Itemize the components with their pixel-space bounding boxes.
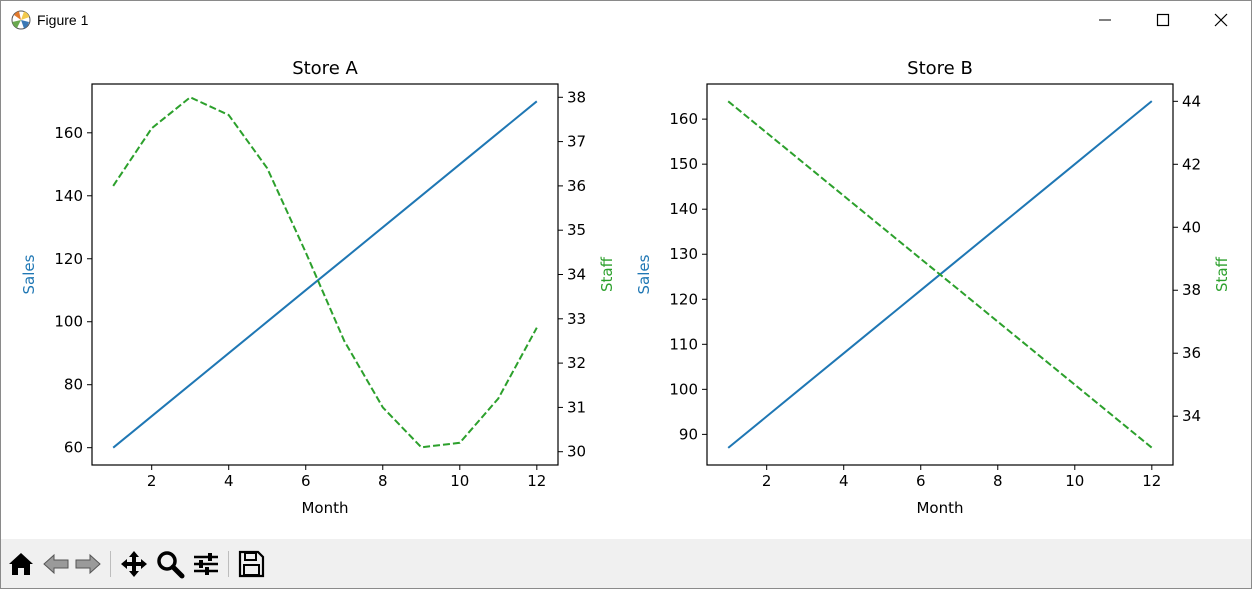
y-tick-label: 90 <box>679 425 698 443</box>
close-icon <box>1214 13 1228 27</box>
y2-axis-label: Staff <box>598 256 616 292</box>
pan-button[interactable] <box>119 549 149 579</box>
staff-series-line <box>727 100 1153 449</box>
x-tick-label: 2 <box>147 472 157 490</box>
y-tick-label: 160 <box>669 110 698 128</box>
configure-subplots-icon <box>194 553 218 575</box>
y2-tick-label: 36 <box>567 177 586 195</box>
y-tick-label: 110 <box>669 335 698 353</box>
y-tick-label: 130 <box>669 245 698 263</box>
x-tick-label: 4 <box>839 472 849 490</box>
y2-tick-label: 38 <box>567 88 586 106</box>
back-button[interactable] <box>41 549 71 579</box>
toolbar-separator <box>110 551 111 577</box>
y-tick-label: 60 <box>64 439 83 457</box>
matplotlib-logo-icon <box>10 9 32 31</box>
home-button[interactable] <box>6 549 36 579</box>
minimize-icon <box>1099 19 1111 21</box>
y2-tick-label: 38 <box>1182 281 1201 299</box>
y-tick-label: 140 <box>54 187 83 205</box>
chart-title: Store B <box>907 58 973 79</box>
x-tick-label: 12 <box>1142 472 1161 490</box>
charts-svg: 2 4 6 8 10 12 60 80 100 120 140 160 30 31 32 33 34 35 36 37… <box>20 58 1231 517</box>
sales-series-line <box>112 100 538 449</box>
y-tick-label: 160 <box>54 124 83 142</box>
subplot-2: 2 4 6 8 10 12 90 100 110 120 130 140 150 160 34 36 38 40 4… <box>635 58 1231 517</box>
subplot-1: 2 4 6 8 10 12 60 80 100 120 140 160 30 31 32 33 34 35 36 37… <box>20 58 616 517</box>
x-tick-label: 10 <box>1065 472 1084 490</box>
x-tick-label: 8 <box>993 472 1003 490</box>
y2-tick-label: 44 <box>1182 92 1201 110</box>
y2-axis-label: Staff <box>1213 256 1231 292</box>
save-button[interactable] <box>236 549 266 579</box>
y-tick-label: 150 <box>669 155 698 173</box>
y2-tick-label: 31 <box>567 398 586 416</box>
close-button[interactable] <box>1192 1 1250 39</box>
title-bar: Figure 1 <box>1 1 1251 39</box>
x-tick-label: 6 <box>301 472 311 490</box>
maximize-button[interactable] <box>1134 1 1192 39</box>
home-icon <box>9 553 33 575</box>
pan-icon <box>121 551 147 577</box>
y2-tick-label: 36 <box>1182 344 1201 362</box>
navigation-toolbar <box>1 539 1251 588</box>
y-axis-label: Sales <box>635 254 653 294</box>
window-title: Figure 1 <box>37 12 89 28</box>
zoom-button[interactable] <box>155 549 185 579</box>
chart-title: Store A <box>292 58 358 79</box>
minimize-button[interactable] <box>1076 1 1134 39</box>
y-tick-label: 140 <box>669 200 698 218</box>
x-tick-label: 4 <box>224 472 234 490</box>
x-tick-label: 10 <box>450 472 469 490</box>
y2-tick-label: 33 <box>567 310 586 328</box>
plot-frame <box>706 83 1174 466</box>
y2-tick-label: 37 <box>567 133 586 151</box>
save-icon <box>238 550 265 578</box>
y-tick-label: 80 <box>64 376 83 394</box>
staff-series-line <box>112 96 538 449</box>
y2-tick-label: 42 <box>1182 155 1201 173</box>
y2-tick-label: 30 <box>567 443 586 461</box>
y2-tick-label: 34 <box>1182 407 1201 425</box>
x-tick-label: 2 <box>762 472 772 490</box>
y2-tick-label: 32 <box>567 354 586 372</box>
configure-subplots-button[interactable] <box>191 549 221 579</box>
y-tick-label: 120 <box>54 250 83 268</box>
y2-tick-label: 40 <box>1182 218 1201 236</box>
y-tick-label: 120 <box>669 290 698 308</box>
y-tick-label: 100 <box>669 380 698 398</box>
forward-button[interactable] <box>73 549 103 579</box>
y2-tick-label: 34 <box>567 266 586 284</box>
maximize-icon <box>1156 13 1170 27</box>
x-tick-label: 8 <box>378 472 388 490</box>
x-tick-label: 6 <box>916 472 926 490</box>
figure-canvas[interactable]: 2 4 6 8 10 12 60 80 100 120 140 160 30 31 32 33 34 35 36 37… <box>1 39 1251 539</box>
toolbar-separator <box>228 551 229 577</box>
x-axis-label: Month <box>301 499 348 517</box>
x-tick-label: 12 <box>527 472 546 490</box>
y2-tick-label: 35 <box>567 221 586 239</box>
forward-icon <box>75 553 101 575</box>
zoom-icon <box>157 551 185 579</box>
y-axis-label: Sales <box>20 254 38 294</box>
x-axis-label: Month <box>916 499 963 517</box>
y-tick-label: 100 <box>54 313 83 331</box>
back-icon <box>43 553 69 575</box>
